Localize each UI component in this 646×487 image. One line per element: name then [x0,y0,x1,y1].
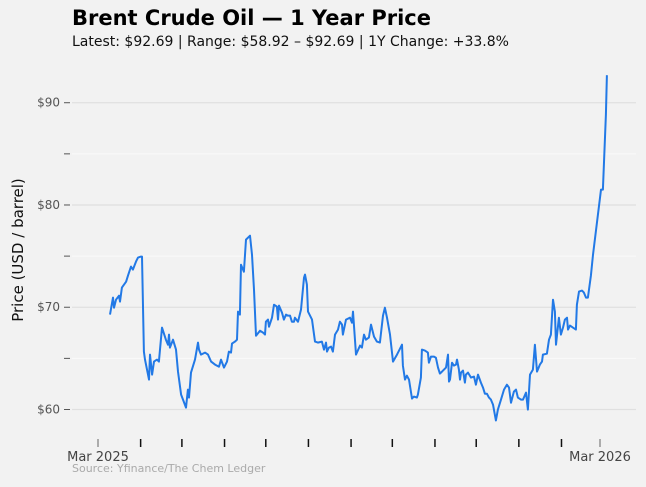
source-note: Source: Yfinance/The Chem Ledger [72,462,266,475]
chart-subtitle: Latest: $92.69 | Range: $58.92 – $92.69 … [72,34,509,50]
y-axis-label: Price (USD / barrel) [9,178,27,322]
price-line [109,75,608,422]
x-tick-label: Mar 2025 [67,450,129,465]
chart-title: Brent Crude Oil — 1 Year Price [72,6,431,30]
y-tick-label: $90 [37,96,60,110]
y-tick-label: $70 [37,300,60,314]
x-tick-label: Mar 2026 [569,450,631,465]
y-tick-label: $80 [37,198,60,212]
y-tick-label: $60 [37,403,60,417]
